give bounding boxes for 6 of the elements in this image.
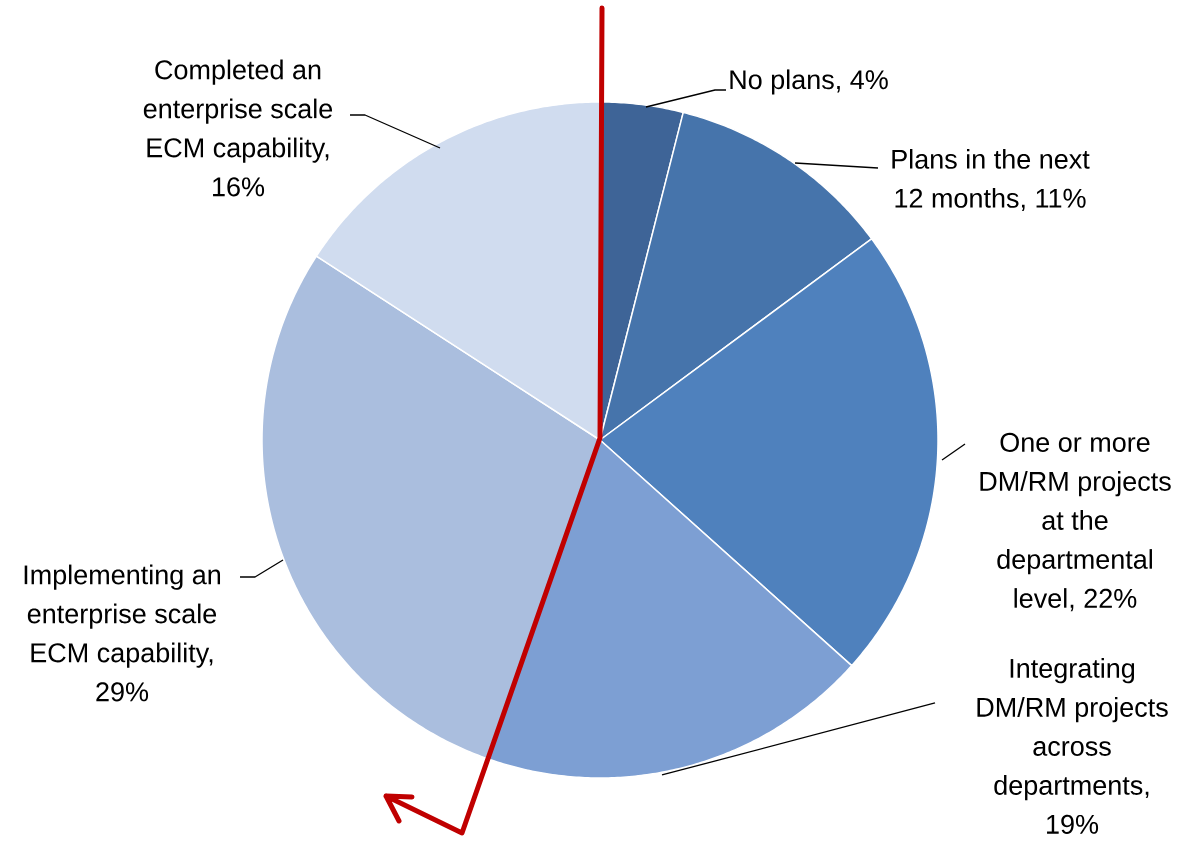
slice-label: Implementing an enterprise scale ECM capability, 29% bbox=[24, 564, 221, 702]
slice-label: Integrating DM/RM projects across departments, 19% bbox=[977, 658, 1168, 834]
slice-label: No plans, 4% bbox=[730, 69, 888, 95]
slice-label: Completed an enterprise scale ECM capability, 16% bbox=[143, 59, 333, 197]
slice-label: Plans in the next 12 months, 11% bbox=[892, 148, 1090, 211]
slice-label: One or more DM/RM projects at the departmental level, 22% bbox=[980, 432, 1171, 612]
